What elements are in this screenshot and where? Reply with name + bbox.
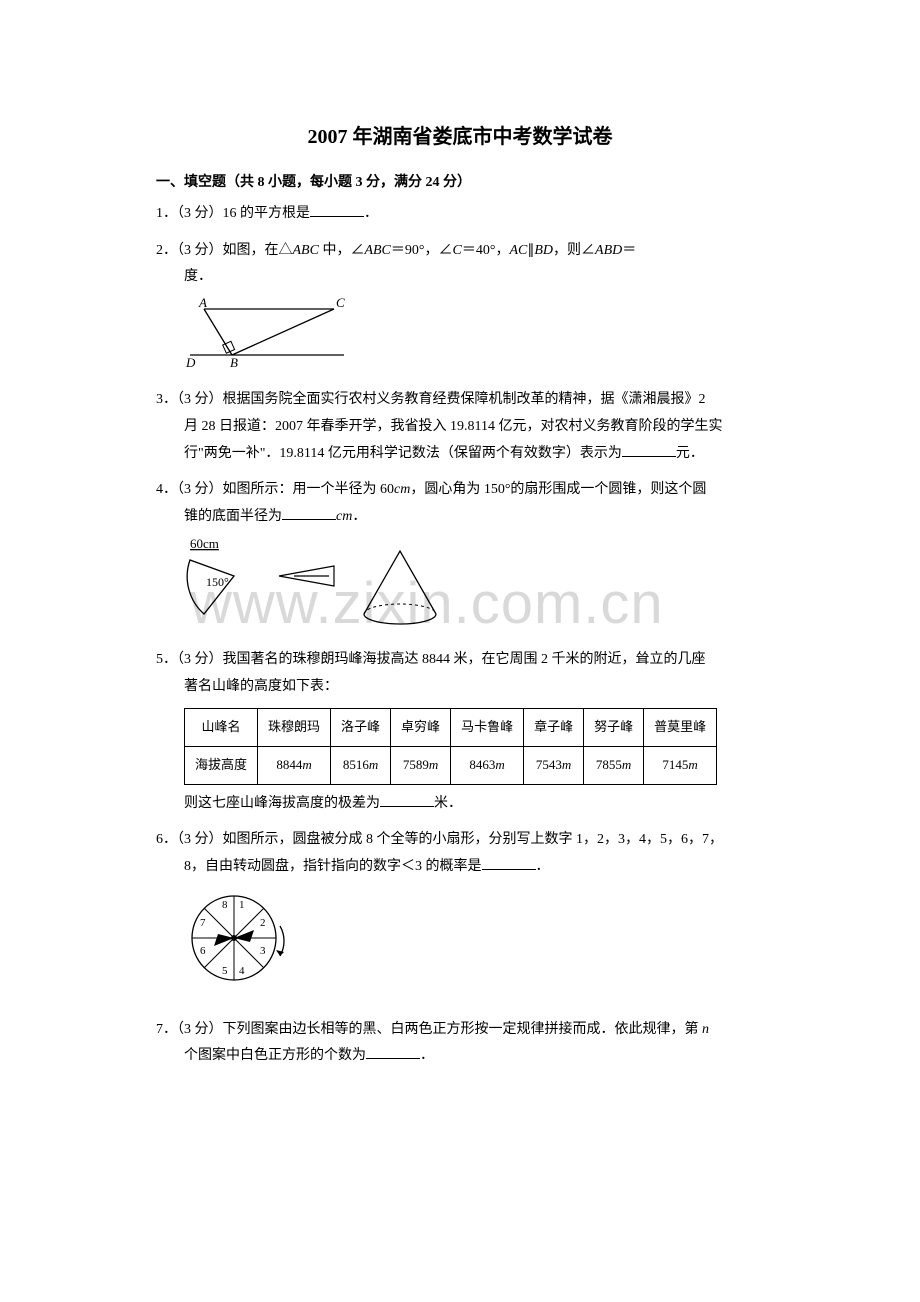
question-5: 5．（3 分）我国著名的珠穆朗玛峰海拔高达 8844 米，在它周围 2 千米的附… [156, 647, 764, 817]
q2-line2: 度． [184, 264, 764, 291]
q5-line2: 著名山峰的高度如下表： [184, 674, 764, 701]
q3-line3a: 行"两免一补"．19.8114 亿元用科学记数法（保留两个有效数字）表示为 [184, 446, 622, 461]
q7-n: n [702, 1022, 709, 1037]
td-1: 8516m [331, 746, 391, 784]
q2-abc2: ABC [364, 243, 390, 258]
q2-ac: AC [509, 243, 527, 258]
q7-t2: 个图案中白色正方形的个数为 [184, 1048, 366, 1063]
q7-t1: 7．（3 分）下列图案由边长相等的黑、白两色正方形按一定规律拼接而成．依此规律，… [156, 1022, 702, 1037]
q5-line1: 5．（3 分）我国著名的珠穆朗玛峰海拔高达 8844 米，在它周围 2 千米的附… [156, 647, 764, 674]
question-3: 3．（3 分）根据国务院全面实行农村义务教育经费保障机制改革的精神，据《潇湘晨报… [156, 387, 764, 467]
th-4: 马卡鲁峰 [451, 709, 524, 747]
q4-t2: ，圆心角为 150°的扇形围成一个圆锥，则这个圆 [410, 482, 706, 497]
th-6: 努子峰 [584, 709, 644, 747]
q7-blank [366, 1045, 420, 1059]
td-5: 7855m [584, 746, 644, 784]
q4-figure: 60cm 150° [184, 536, 764, 637]
table-row: 山峰名 珠穆朗玛 洛子峰 卓穷峰 马卡鲁峰 章子峰 努子峰 普莫里峰 [185, 709, 717, 747]
q6-blank [482, 856, 536, 870]
q4-blank [282, 506, 336, 520]
spin-5: 5 [222, 965, 228, 977]
q3-blank [622, 443, 676, 457]
q4-cm1: cm [394, 482, 410, 497]
q4-t3: 锥的底面半径为 [184, 509, 282, 524]
spin-4: 4 [239, 965, 245, 977]
q4-t4: ． [352, 509, 366, 524]
q2-label-d: D [185, 355, 196, 367]
q7-t3: ． [420, 1048, 434, 1063]
q4-angle-label: 150° [206, 575, 229, 589]
q2-label-a: A [198, 297, 207, 310]
th-0: 山峰名 [185, 709, 258, 747]
q4-t1: 4．（3 分）如图所示：用一个半径为 60 [156, 482, 394, 497]
q2-t7: ＝ [622, 243, 636, 258]
q2-t2: 中，∠ [319, 243, 365, 258]
q5-table: 山峰名 珠穆朗玛 洛子峰 卓穷峰 马卡鲁峰 章子峰 努子峰 普莫里峰 海拔高度 … [184, 708, 717, 784]
spin-2: 2 [260, 917, 266, 929]
q2-label-c: C [336, 297, 345, 310]
question-2: 2．（3 分）如图，在△ABC 中，∠ABC＝90°，∠C＝40°，AC∥BD，… [156, 238, 764, 378]
q6-line2b: ． [536, 859, 550, 874]
td-6: 7145m [644, 746, 717, 784]
spin-8: 8 [222, 899, 228, 911]
q2-t1: 2．（3 分）如图，在△ [156, 243, 293, 258]
q5-line3a: 则这七座山峰海拔高度的极差为 [184, 796, 380, 811]
q2-abc: ABC [293, 243, 319, 258]
th-7: 普莫里峰 [644, 709, 717, 747]
q6-figure: 1 2 3 4 5 6 7 8 [184, 886, 764, 1007]
spin-7: 7 [200, 917, 206, 929]
q2-svg: A C D B [184, 297, 354, 367]
q4-svg: 60cm 150° [184, 536, 444, 626]
q1-suffix: ． [364, 206, 378, 221]
q3-line1: 3．（3 分）根据国务院全面实行农村义务教育经费保障机制改革的精神，据《潇湘晨报… [156, 387, 764, 414]
q2-bd: BD [534, 243, 553, 258]
section-header: 一、填空题（共 8 小题，每小题 3 分，满分 24 分） [156, 171, 764, 191]
th-5: 章子峰 [524, 709, 584, 747]
td-2: 7589m [391, 746, 451, 784]
q2-t4: ＝40°， [462, 243, 510, 258]
td-4: 7543m [524, 746, 584, 784]
question-7: 7．（3 分）下列图案由边长相等的黑、白两色正方形按一定规律拼接而成．依此规律，… [156, 1017, 764, 1070]
td-3: 8463m [451, 746, 524, 784]
q1-blank [310, 203, 364, 217]
q2-label-b: B [230, 355, 238, 367]
q4-cm2: cm [336, 509, 352, 524]
q6-line2a: 8，自由转动圆盘，指针指向的数字＜3 的概率是 [184, 859, 482, 874]
q6-svg: 1 2 3 4 5 6 7 8 [184, 886, 304, 996]
q2-figure: A C D B [184, 297, 764, 378]
question-6: 6．（3 分）如图所示，圆盘被分成 8 个全等的小扇形，分别写上数字 1，2，3… [156, 827, 764, 1007]
q3-line2: 月 28 日报道：2007 年春季开学，我省投入 19.8114 亿元，对农村义… [184, 414, 764, 441]
page-title: 2007 年湖南省娄底市中考数学试卷 [156, 120, 764, 149]
q2-t6: ，则∠ [553, 243, 595, 258]
q2-c: C [453, 243, 462, 258]
q1-prefix: 1．（3 分）16 的平方根是 [156, 206, 310, 221]
th-3: 卓穷峰 [391, 709, 451, 747]
td-0: 8844m [258, 746, 331, 784]
spin-3: 3 [260, 945, 266, 957]
q5-blank [380, 793, 434, 807]
q4-r-label: 60cm [190, 536, 219, 551]
spin-1: 1 [239, 899, 245, 911]
q6-line1: 6．（3 分）如图所示，圆盘被分成 8 个全等的小扇形，分别写上数字 1，2，3… [156, 827, 764, 854]
q5-line3b: 米． [434, 796, 462, 811]
row-label: 海拔高度 [185, 746, 258, 784]
table-row: 海拔高度 8844m 8516m 7589m 8463m 7543m 7855m… [185, 746, 717, 784]
page-content: 2007 年湖南省娄底市中考数学试卷 一、填空题（共 8 小题，每小题 3 分，… [156, 120, 764, 1070]
q2-t3: ＝90°，∠ [391, 243, 453, 258]
question-1: 1．（3 分）16 的平方根是 ． [156, 201, 764, 228]
q3-line3b: 元． [676, 446, 704, 461]
question-4: 4．（3 分）如图所示：用一个半径为 60cm，圆心角为 150°的扇形围成一个… [156, 477, 764, 637]
th-2: 洛子峰 [331, 709, 391, 747]
th-1: 珠穆朗玛 [258, 709, 331, 747]
q2-abd: ABD [595, 243, 622, 258]
spin-6: 6 [200, 945, 206, 957]
